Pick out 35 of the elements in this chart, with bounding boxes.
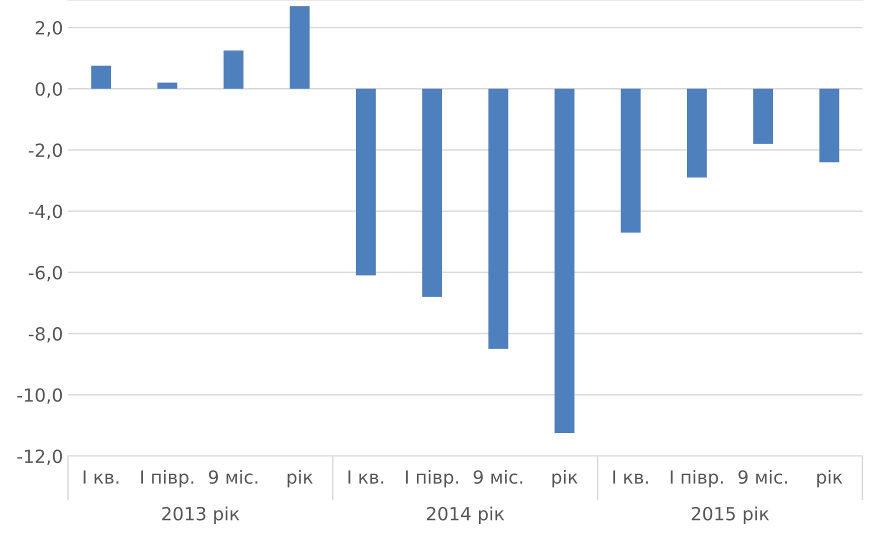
x-tick-label: I кв. — [613, 470, 648, 484]
x-tick-label: рік — [817, 470, 842, 488]
x-tick-label: рік — [288, 470, 313, 488]
x-tick-label: I півр. — [406, 470, 458, 488]
bar — [686, 88, 707, 178]
bar — [620, 88, 641, 233]
bar — [91, 66, 112, 89]
bar — [753, 88, 774, 144]
bar — [356, 88, 376, 276]
x-tick-label: I кв. — [348, 470, 384, 484]
x-tick-label: 9 міс. — [208, 470, 258, 484]
bar — [488, 88, 508, 349]
y-tick-label: -4,0 — [28, 204, 62, 220]
x-tick-label: 9 міс. — [738, 470, 787, 484]
bar — [422, 88, 442, 297]
x-tick-label: I півр. — [141, 470, 194, 488]
bar — [290, 6, 310, 89]
x-tick-label: 9 міс. — [474, 470, 522, 484]
bar — [819, 88, 840, 162]
y-tick-label: -12,0 — [17, 449, 62, 465]
y-tick-label: 0,0 — [36, 82, 62, 98]
x-tick-label: I кв. — [84, 470, 118, 484]
bar — [224, 50, 244, 89]
x-tick-label: I півр. — [670, 470, 723, 488]
text: 2013 рік — [162, 506, 240, 524]
bar — [554, 88, 574, 434]
text: 2014 рік — [427, 506, 504, 524]
y-tick-label: -6,0 — [28, 266, 62, 282]
x-tick-label: рік — [552, 470, 578, 488]
text: 2015 рік — [692, 506, 769, 524]
y-tick-label: 2,0 — [36, 21, 62, 36]
y-tick-label: -2,0 — [28, 143, 62, 159]
bar — [157, 82, 178, 89]
y-tick-label: -10,0 — [17, 388, 62, 404]
y-tick-label: -8,0 — [28, 327, 62, 343]
